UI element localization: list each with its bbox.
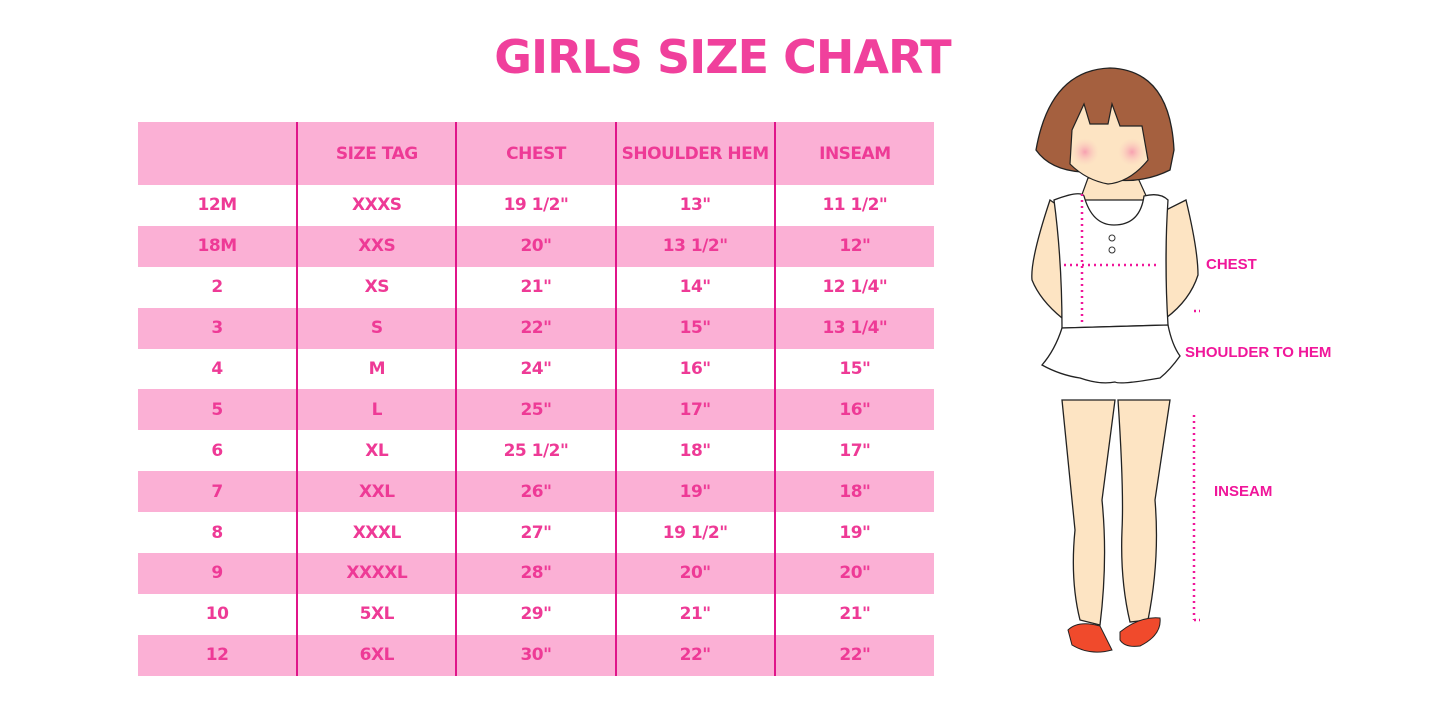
shirt	[1053, 193, 1169, 329]
button-icon	[1108, 234, 1116, 242]
table-row: 18M XXS 20" 13 1/2" 12"	[138, 225, 934, 267]
header-size	[138, 122, 298, 185]
cell-size: 8	[211, 522, 223, 543]
button-icon	[1108, 246, 1116, 254]
cell-shoulder-hem: 13"	[614, 185, 775, 226]
left-leg	[1061, 399, 1116, 626]
left-arm	[1031, 198, 1065, 320]
cell-chest: 25 1/2"	[455, 430, 616, 472]
cell-inseam: 16"	[773, 389, 934, 431]
cell-size-tag: XXXL	[296, 512, 457, 554]
cell-size: 18M	[138, 225, 298, 267]
cell-size-tag: XXL	[296, 471, 457, 513]
cell-shoulder-hem: 20"	[614, 553, 775, 594]
cell-inseam: 19"	[773, 512, 934, 554]
page-title: GIRLS SIZE CHART	[494, 30, 951, 84]
cell-chest: 28"	[455, 553, 616, 594]
cell-size-tag: XXXS	[296, 185, 457, 226]
left-shoe	[1067, 623, 1113, 653]
header-chest: CHEST	[455, 122, 616, 185]
cell-size: 2	[211, 277, 223, 298]
table-row: 7 XXL 26" 19" 18"	[138, 471, 934, 513]
girl-measurement-illustration	[1031, 67, 1200, 653]
cell-inseam: 20"	[773, 553, 934, 594]
cell-size-tag: XXXXL	[296, 553, 457, 594]
cell-size: 7	[138, 471, 298, 513]
cell-shoulder-hem: 22"	[614, 634, 775, 676]
cell-inseam: 15"	[773, 348, 934, 390]
cell-shoulder-hem: 14"	[614, 266, 775, 308]
cell-chest: 19 1/2"	[455, 185, 616, 226]
skirt	[1040, 324, 1181, 384]
cell-shoulder-hem: 18"	[614, 430, 775, 472]
cell-shoulder-hem: 15"	[614, 307, 775, 349]
right-arm	[1165, 199, 1199, 320]
chest-label: CHEST	[1206, 256, 1257, 273]
cell-inseam: 21"	[773, 593, 934, 635]
cell-size: 4	[211, 359, 223, 379]
cell-inseam: 11 1/2"	[773, 185, 934, 226]
header-size-tag: SIZE TAG	[296, 122, 457, 185]
cell-inseam: 18"	[773, 471, 934, 513]
cell-chest: 20"	[455, 225, 616, 267]
header-shoulder-hem: SHOULDER HEM	[614, 122, 775, 185]
table-row: 2 XS 21" 14" 12 1/4"	[138, 266, 934, 308]
table-row: 9 XXXXL 28" 20" 20"	[138, 553, 934, 594]
cell-chest: 24"	[455, 348, 616, 390]
cell-shoulder-hem: 19"	[614, 471, 775, 513]
table-row: 6 XL 25 1/2" 18" 17"	[138, 430, 934, 472]
cell-size-tag: XL	[296, 430, 457, 472]
shoulder-to-hem-label: SHOULDER TO HEM	[1185, 344, 1332, 361]
right-shoe	[1119, 617, 1161, 647]
cell-size-tag: 5XL	[296, 593, 457, 635]
size-chart-table: SIZE TAG CHEST SHOULDER HEM INSEAM 12M XX…	[138, 122, 934, 676]
cell-size-tag: L	[296, 389, 457, 431]
cell-chest: 30"	[455, 634, 616, 676]
cell-chest: 22"	[455, 307, 616, 349]
table-row: 5 L 25" 17" 16"	[138, 389, 934, 431]
cell-chest: 27"	[455, 512, 616, 554]
table-row: 4 M 24" 16" 15"	[138, 348, 934, 390]
table-row: 12 6XL 30" 22" 22"	[138, 634, 934, 676]
cell-inseam: 12"	[773, 225, 934, 267]
table-row: 10 5XL 29" 21" 21"	[138, 593, 934, 635]
cell-size: 10	[205, 604, 229, 625]
cell-size-tag: XS	[296, 266, 457, 308]
cell-chest: 29"	[455, 593, 616, 635]
table-row: 12M XXXS 19 1/2" 13" 11 1/2"	[138, 185, 934, 226]
table-header-row: SIZE TAG CHEST SHOULDER HEM INSEAM	[138, 122, 934, 185]
right-leg	[1117, 399, 1171, 623]
cell-inseam: 13 1/4"	[773, 307, 934, 349]
cell-size: 9	[138, 553, 298, 594]
cell-chest: 25"	[455, 389, 616, 431]
cell-size: 3	[138, 307, 298, 349]
cell-size-tag: 6XL	[296, 634, 457, 676]
cell-size: 12	[138, 634, 298, 676]
cell-shoulder-hem: 19 1/2"	[614, 512, 775, 554]
cell-size-tag: S	[296, 307, 457, 349]
cell-chest: 26"	[455, 471, 616, 513]
header-inseam: INSEAM	[773, 122, 934, 185]
cell-inseam: 22"	[773, 634, 934, 676]
cell-chest: 21"	[455, 266, 616, 308]
cell-shoulder-hem: 16"	[614, 348, 775, 390]
inseam-label: INSEAM	[1214, 483, 1273, 500]
table-row: 3 S 22" 15" 13 1/4"	[138, 307, 934, 349]
cell-shoulder-hem: 13 1/2"	[614, 225, 775, 267]
table-row: 8 XXXL 27" 19 1/2" 19"	[138, 512, 934, 554]
cell-inseam: 17"	[773, 430, 934, 472]
cell-inseam: 12 1/4"	[773, 266, 934, 308]
cell-size: 5	[138, 389, 298, 431]
cell-size-tag: M	[296, 348, 457, 390]
cell-shoulder-hem: 21"	[614, 593, 775, 635]
cell-shoulder-hem: 17"	[614, 389, 775, 431]
cell-size: 6	[211, 440, 223, 461]
cell-size: 12M	[197, 195, 238, 216]
cell-size-tag: XXS	[296, 225, 457, 267]
